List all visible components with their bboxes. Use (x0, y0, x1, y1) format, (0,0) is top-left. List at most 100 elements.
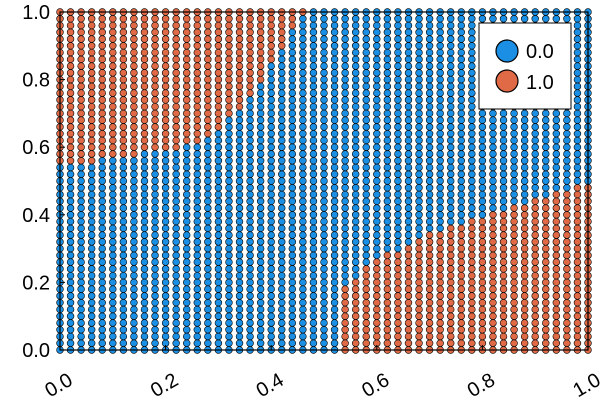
data-point-series-1 (161, 96, 170, 104)
data-point-series-1 (383, 278, 392, 287)
data-point-series-1 (119, 136, 128, 145)
data-point-series-1 (552, 285, 561, 293)
data-point-series-0 (415, 143, 423, 151)
data-point-series-0 (299, 251, 307, 260)
data-point-series-1 (425, 278, 434, 287)
data-point-series-0 (140, 238, 149, 246)
data-point-series-1 (66, 89, 75, 97)
data-point-series-0 (225, 116, 233, 124)
data-point-series-0 (151, 224, 159, 233)
data-point-series-1 (87, 96, 96, 104)
data-point-series-0 (256, 211, 265, 219)
data-point-series-0 (383, 129, 392, 138)
data-point-series-0 (299, 244, 307, 253)
data-point-series-0 (246, 177, 254, 185)
data-point-series-0 (436, 204, 444, 212)
data-point-series-0 (119, 224, 128, 233)
data-point-series-0 (109, 204, 117, 212)
data-point-series-0 (183, 326, 191, 334)
data-point-series-0 (214, 339, 223, 347)
data-point-series-0 (267, 305, 275, 314)
data-point-series-1 (436, 298, 444, 307)
data-point-series-0 (320, 326, 328, 334)
data-point-series-0 (256, 150, 265, 158)
data-point-series-1 (573, 271, 582, 280)
data-point-series-1 (552, 278, 561, 287)
data-point-series-1 (489, 211, 497, 219)
data-point-series-0 (320, 75, 328, 84)
data-point-series-1 (436, 231, 444, 239)
data-point-series-0 (235, 224, 244, 233)
data-point-series-0 (499, 123, 508, 131)
data-point-series-0 (510, 15, 518, 23)
data-point-series-1 (478, 251, 487, 260)
data-point-series-0 (161, 157, 170, 165)
data-point-series-1 (457, 251, 465, 260)
data-point-series-1 (235, 15, 244, 23)
data-point-series-0 (288, 278, 297, 287)
data-point-series-0 (542, 123, 550, 131)
data-point-series-1 (457, 244, 465, 253)
data-point-series-0 (193, 163, 201, 172)
data-point-series-0 (309, 217, 318, 226)
data-point-series-0 (510, 136, 518, 145)
data-point-series-0 (351, 136, 360, 145)
data-point-series-0 (373, 163, 381, 172)
data-point-series-1 (425, 305, 434, 314)
data-point-series-1 (542, 312, 550, 320)
data-point-series-0 (66, 278, 75, 287)
data-point-series-0 (77, 177, 85, 185)
data-point-series-0 (109, 217, 117, 226)
data-point-series-0 (278, 265, 286, 273)
data-point-series-0 (204, 197, 212, 205)
data-point-series-0 (140, 265, 149, 273)
data-point-series-0 (299, 265, 307, 273)
data-point-series-0 (161, 271, 170, 280)
data-point-series-0 (478, 190, 487, 199)
data-point-series-0 (278, 258, 286, 266)
data-point-series-0 (214, 184, 223, 192)
data-point-series-0 (373, 251, 381, 260)
data-point-series-0 (130, 278, 138, 287)
data-point-series-1 (204, 116, 212, 124)
data-point-series-1 (225, 28, 233, 36)
data-point-series-0 (425, 35, 434, 43)
data-point-series-1 (98, 82, 106, 91)
data-point-series-0 (573, 62, 582, 70)
data-point-series-0 (457, 62, 465, 70)
data-point-series-1 (468, 285, 476, 293)
data-point-series-0 (66, 298, 75, 307)
data-point-series-0 (309, 150, 318, 158)
data-point-series-0 (130, 292, 138, 300)
data-point-series-0 (87, 244, 96, 253)
data-point-series-0 (320, 62, 328, 70)
data-point-series-1 (542, 298, 550, 307)
data-point-series-1 (520, 285, 529, 293)
data-point-series-0 (278, 312, 286, 320)
data-point-series-0 (225, 258, 233, 266)
data-point-series-1 (478, 278, 487, 287)
data-point-series-0 (288, 136, 297, 145)
data-point-series-1 (98, 123, 106, 131)
data-point-series-0 (468, 48, 476, 57)
data-point-series-0 (235, 285, 244, 293)
data-point-series-0 (299, 339, 307, 347)
data-point-series-1 (573, 265, 582, 273)
data-point-series-1 (341, 305, 349, 314)
data-point-series-0 (362, 96, 370, 104)
data-point-series-1 (225, 21, 233, 30)
data-point-series-1 (531, 244, 539, 253)
data-point-series-0 (246, 298, 254, 307)
data-point-series-0 (457, 129, 465, 138)
data-point-series-0 (425, 177, 434, 185)
data-point-series-0 (341, 231, 349, 239)
data-point-series-0 (87, 211, 96, 219)
data-point-series-1 (66, 28, 75, 36)
data-point-series-0 (299, 109, 307, 118)
data-point-series-0 (109, 231, 117, 239)
data-point-series-0 (87, 285, 96, 293)
data-point-series-1 (542, 265, 550, 273)
data-point-series-0 (351, 244, 360, 253)
data-point-series-1 (161, 55, 170, 64)
data-point-series-1 (225, 15, 233, 23)
